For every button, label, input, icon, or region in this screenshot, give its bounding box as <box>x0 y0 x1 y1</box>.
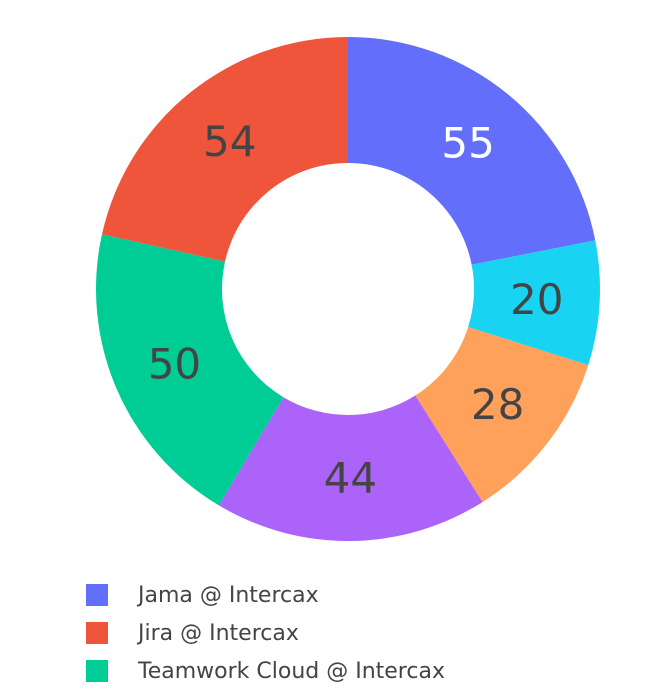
donut-slice[interactable] <box>218 395 483 541</box>
legend-item-jira[interactable]: Jira @ Intercax <box>86 614 606 652</box>
data-labels-group: 55 20 28 44 50 54 <box>148 117 564 502</box>
slice-value-label: 50 <box>148 339 201 388</box>
legend-swatch <box>86 660 108 682</box>
donut-slice[interactable] <box>95 234 284 506</box>
legend-item-teamwork-cloud[interactable]: Teamwork Cloud @ Intercax <box>86 652 606 690</box>
slice-value-label: 54 <box>203 117 256 166</box>
donut-slice[interactable] <box>468 240 600 366</box>
legend-label: Teamwork Cloud @ Intercax <box>138 658 445 684</box>
slice-value-label: 55 <box>441 119 494 168</box>
donut-slice[interactable] <box>348 37 596 265</box>
slice-value-label: 20 <box>510 275 563 324</box>
slices-group <box>95 37 600 541</box>
legend-swatch <box>86 622 108 644</box>
legend-label: Jira @ Intercax <box>138 620 299 646</box>
legend-swatch <box>86 584 108 606</box>
slice-value-label: 44 <box>324 453 377 502</box>
legend-label: Jama @ Intercax <box>138 582 319 608</box>
donut-slice[interactable] <box>102 37 348 262</box>
slice-value-label: 28 <box>471 380 524 429</box>
donut-slice[interactable] <box>415 327 589 503</box>
legend: Jama @ Intercax Jira @ Intercax Teamwork… <box>86 576 606 690</box>
legend-item-jama[interactable]: Jama @ Intercax <box>86 576 606 614</box>
